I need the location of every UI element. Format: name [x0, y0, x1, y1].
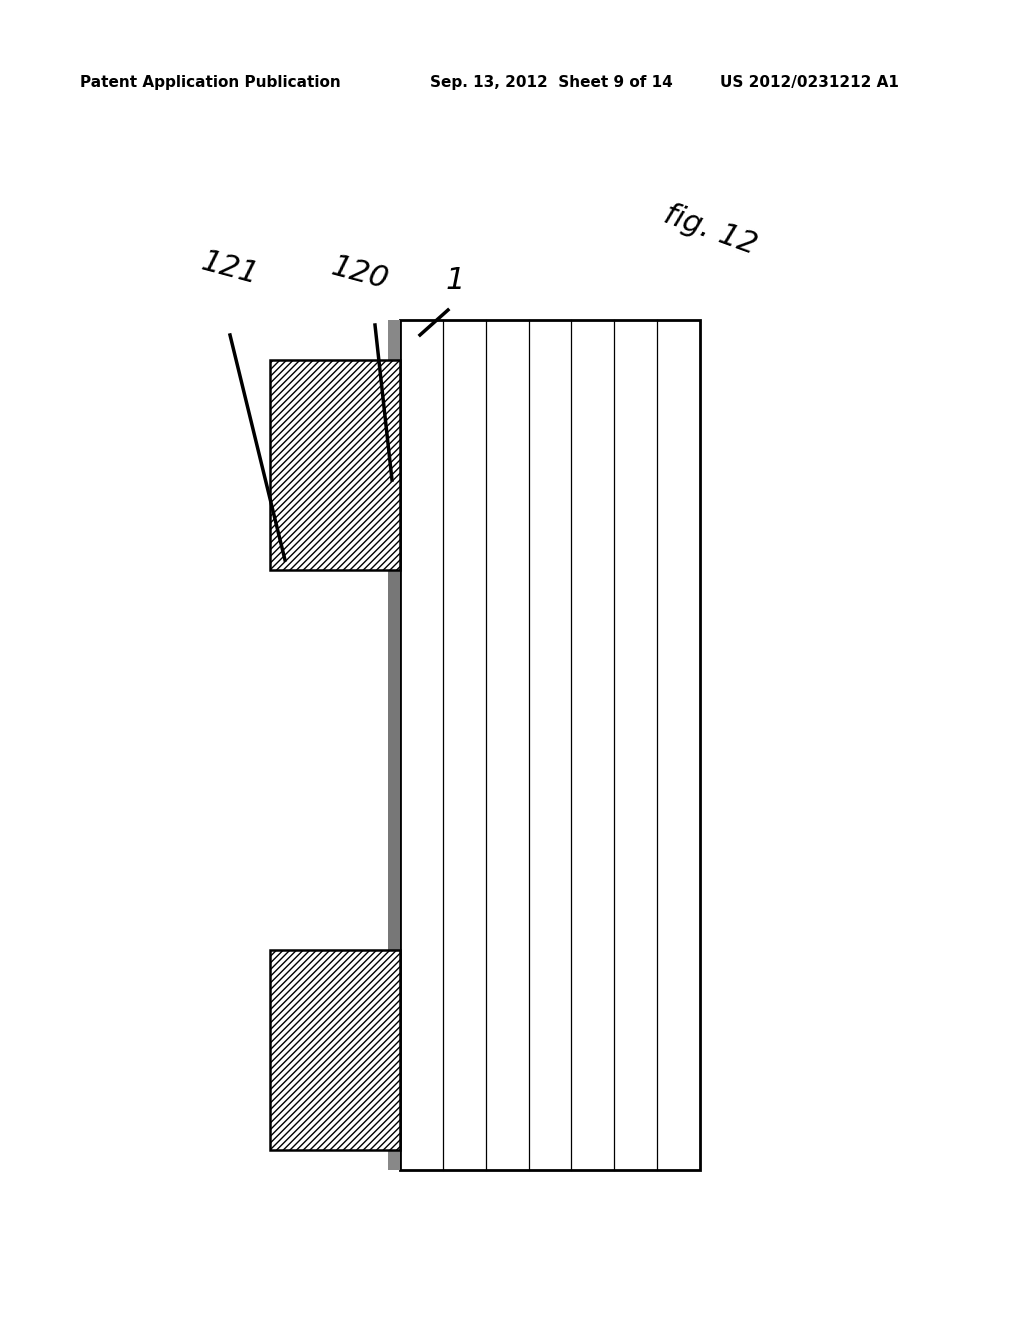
- Bar: [388, 319, 400, 360]
- Bar: [388, 1150, 400, 1170]
- Bar: [270, 360, 400, 570]
- Text: 1: 1: [445, 267, 465, 294]
- Bar: [388, 570, 400, 950]
- Text: Sep. 13, 2012  Sheet 9 of 14: Sep. 13, 2012 Sheet 9 of 14: [430, 75, 673, 90]
- Bar: [270, 950, 400, 1150]
- Text: Patent Application Publication: Patent Application Publication: [80, 75, 341, 90]
- Text: fig. 12: fig. 12: [660, 199, 761, 260]
- Text: US 2012/0231212 A1: US 2012/0231212 A1: [720, 75, 899, 90]
- Bar: [400, 319, 700, 1170]
- Bar: [388, 360, 400, 1150]
- Text: 120: 120: [328, 252, 392, 294]
- Text: 121: 121: [199, 247, 262, 290]
